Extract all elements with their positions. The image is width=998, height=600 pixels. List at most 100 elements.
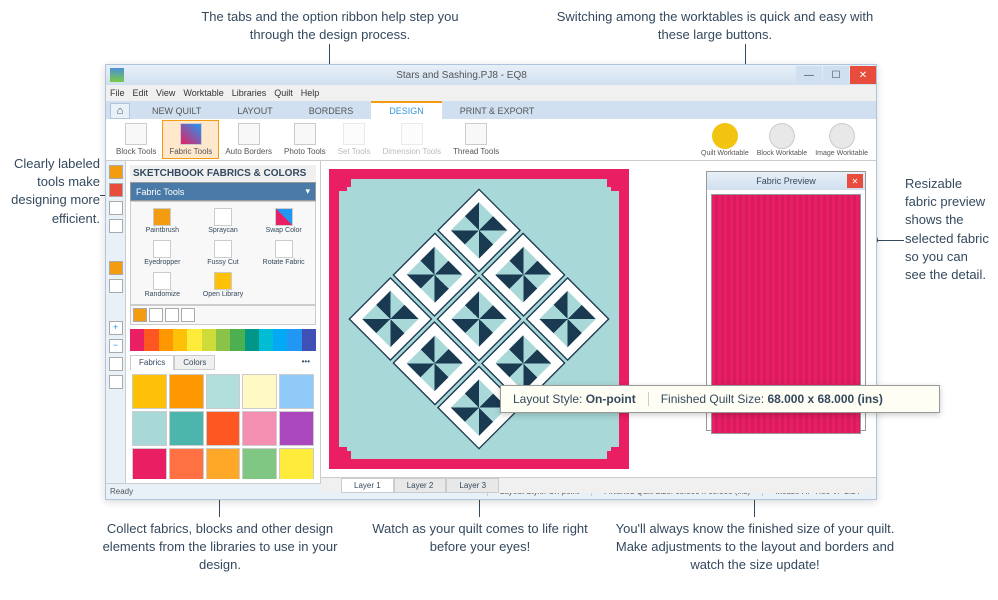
fabric-swatch[interactable] bbox=[169, 448, 204, 479]
ribbon-auto-borders[interactable]: Auto Borders bbox=[219, 121, 278, 158]
block-worktable-icon bbox=[769, 123, 795, 149]
canvas[interactable]: Fabric Preview ✕ bbox=[321, 161, 876, 477]
mini-tool-1[interactable] bbox=[133, 308, 147, 322]
fabric-swatch[interactable] bbox=[242, 448, 277, 479]
tool-open-library[interactable]: Open Library bbox=[194, 270, 253, 300]
tool-4[interactable] bbox=[109, 219, 123, 233]
menu-view[interactable]: View bbox=[156, 88, 175, 98]
tool-spraycan[interactable]: Spraycan bbox=[194, 206, 253, 236]
tool-fussy-cut[interactable]: Fussy Cut bbox=[194, 238, 253, 268]
tool-randomize[interactable]: Randomize bbox=[133, 270, 192, 300]
ribbon-photo-tools[interactable]: Photo Tools bbox=[278, 121, 332, 158]
fabric-preview-title: Fabric Preview ✕ bbox=[707, 172, 865, 190]
fabric-swatch[interactable] bbox=[169, 411, 204, 446]
tab-new-quilt[interactable]: NEW QUILT bbox=[134, 103, 219, 119]
tool-paintbrush[interactable]: Paintbrush bbox=[133, 206, 192, 236]
mini-tool-4[interactable] bbox=[181, 308, 195, 322]
tool-rotate-fabric[interactable]: Rotate Fabric bbox=[254, 238, 313, 268]
layer-tab-3[interactable]: Layer 3 bbox=[446, 478, 499, 493]
tab-borders[interactable]: BORDERS bbox=[291, 103, 372, 119]
workspace: + − SKETCHBOOK FABRICS & COLORS Fabric T… bbox=[106, 161, 876, 483]
ribbon-dimension-tools[interactable]: Dimension Tools bbox=[376, 121, 447, 158]
fabric-grid bbox=[130, 370, 316, 479]
color-swatch[interactable] bbox=[202, 329, 216, 351]
tool-5[interactable] bbox=[109, 261, 123, 275]
home-button[interactable]: ⌂ bbox=[110, 103, 130, 119]
zoom-out-icon[interactable]: − bbox=[109, 339, 123, 353]
ribbon-fabric-tools[interactable]: Fabric Tools bbox=[162, 120, 219, 159]
tool-1[interactable] bbox=[109, 165, 123, 179]
color-swatch[interactable] bbox=[216, 329, 230, 351]
thread-tools-icon bbox=[465, 123, 487, 145]
tool-swap-color[interactable]: Swap Color bbox=[254, 206, 313, 236]
randomize-icon bbox=[153, 272, 171, 290]
minimize-button[interactable]: — bbox=[796, 66, 822, 84]
ribbon-thread-tools[interactable]: Thread Tools bbox=[447, 121, 505, 158]
close-button[interactable]: ✕ bbox=[850, 66, 876, 84]
app-icon bbox=[110, 68, 124, 82]
info-size: Finished Quilt Size: 68.000 x 68.000 (in… bbox=[649, 392, 895, 406]
menu-quilt[interactable]: Quilt bbox=[274, 88, 293, 98]
zoom-in-icon[interactable]: + bbox=[109, 321, 123, 335]
fabric-swatch[interactable] bbox=[169, 374, 204, 409]
more-icon[interactable]: ••• bbox=[296, 355, 316, 370]
fabric-swatch[interactable] bbox=[206, 448, 241, 479]
maximize-button[interactable]: ☐ bbox=[823, 66, 849, 84]
color-swatch[interactable] bbox=[245, 329, 259, 351]
block-worktable-button[interactable]: Block Worktable bbox=[753, 121, 811, 159]
zoom-fit-icon[interactable] bbox=[109, 357, 123, 371]
fabric-swatch[interactable] bbox=[132, 448, 167, 479]
mini-tool-2[interactable] bbox=[149, 308, 163, 322]
fabric-swatch[interactable] bbox=[279, 374, 314, 409]
tab-colors[interactable]: Colors bbox=[174, 355, 215, 370]
color-strip[interactable] bbox=[130, 329, 316, 351]
menu-libraries[interactable]: Libraries bbox=[232, 88, 267, 98]
ribbon-block-tools[interactable]: Block Tools bbox=[110, 121, 162, 158]
layer-tab-2[interactable]: Layer 2 bbox=[394, 478, 447, 493]
fabric-swatch[interactable] bbox=[242, 374, 277, 409]
panel-subtitle[interactable]: Fabric Tools▾ bbox=[130, 182, 316, 201]
color-swatch[interactable] bbox=[302, 329, 316, 351]
menu-help[interactable]: Help bbox=[301, 88, 320, 98]
color-swatch[interactable] bbox=[187, 329, 201, 351]
fabric-swatch[interactable] bbox=[242, 411, 277, 446]
color-swatch[interactable] bbox=[173, 329, 187, 351]
tool-2[interactable] bbox=[109, 183, 123, 197]
fabric-tabs: Fabrics Colors ••• bbox=[130, 355, 316, 370]
tool-eyedropper[interactable]: Eyedropper bbox=[133, 238, 192, 268]
menu-file[interactable]: File bbox=[110, 88, 125, 98]
quilt-worktable-button[interactable]: Quilt Worktable bbox=[697, 121, 753, 159]
color-swatch[interactable] bbox=[287, 329, 301, 351]
preview-close-button[interactable]: ✕ bbox=[847, 174, 863, 188]
tab-design[interactable]: DESIGN bbox=[371, 101, 442, 119]
quilt-worktable-icon bbox=[712, 123, 738, 149]
color-swatch[interactable] bbox=[259, 329, 273, 351]
fabric-swatch[interactable] bbox=[206, 374, 241, 409]
fabric-swatch[interactable] bbox=[279, 448, 314, 479]
paintbrush-icon bbox=[153, 208, 171, 226]
quilt-design[interactable] bbox=[329, 169, 629, 469]
color-swatch[interactable] bbox=[230, 329, 244, 351]
mini-tools bbox=[130, 305, 316, 325]
color-swatch[interactable] bbox=[130, 329, 144, 351]
mini-tool-3[interactable] bbox=[165, 308, 179, 322]
color-swatch[interactable] bbox=[159, 329, 173, 351]
tool-3[interactable] bbox=[109, 201, 123, 215]
color-swatch[interactable] bbox=[144, 329, 158, 351]
ribbon-set-tools[interactable]: Set Tools bbox=[332, 121, 377, 158]
tab-fabrics[interactable]: Fabrics bbox=[130, 355, 174, 370]
color-swatch[interactable] bbox=[273, 329, 287, 351]
fabric-swatch[interactable] bbox=[279, 411, 314, 446]
window-title: Stars and Sashing.PJ8 - EQ8 bbox=[128, 70, 795, 81]
fabric-swatch[interactable] bbox=[132, 411, 167, 446]
fabric-swatch[interactable] bbox=[132, 374, 167, 409]
menu-worktable[interactable]: Worktable bbox=[183, 88, 223, 98]
tab-layout[interactable]: LAYOUT bbox=[219, 103, 290, 119]
menu-edit[interactable]: Edit bbox=[133, 88, 149, 98]
fabric-swatch[interactable] bbox=[206, 411, 241, 446]
image-worktable-button[interactable]: Image Worktable bbox=[811, 121, 872, 159]
layer-tab-1[interactable]: Layer 1 bbox=[341, 478, 394, 493]
tab-print-export[interactable]: PRINT & EXPORT bbox=[442, 103, 553, 119]
tool-6[interactable] bbox=[109, 279, 123, 293]
zoom-actual-icon[interactable] bbox=[109, 375, 123, 389]
